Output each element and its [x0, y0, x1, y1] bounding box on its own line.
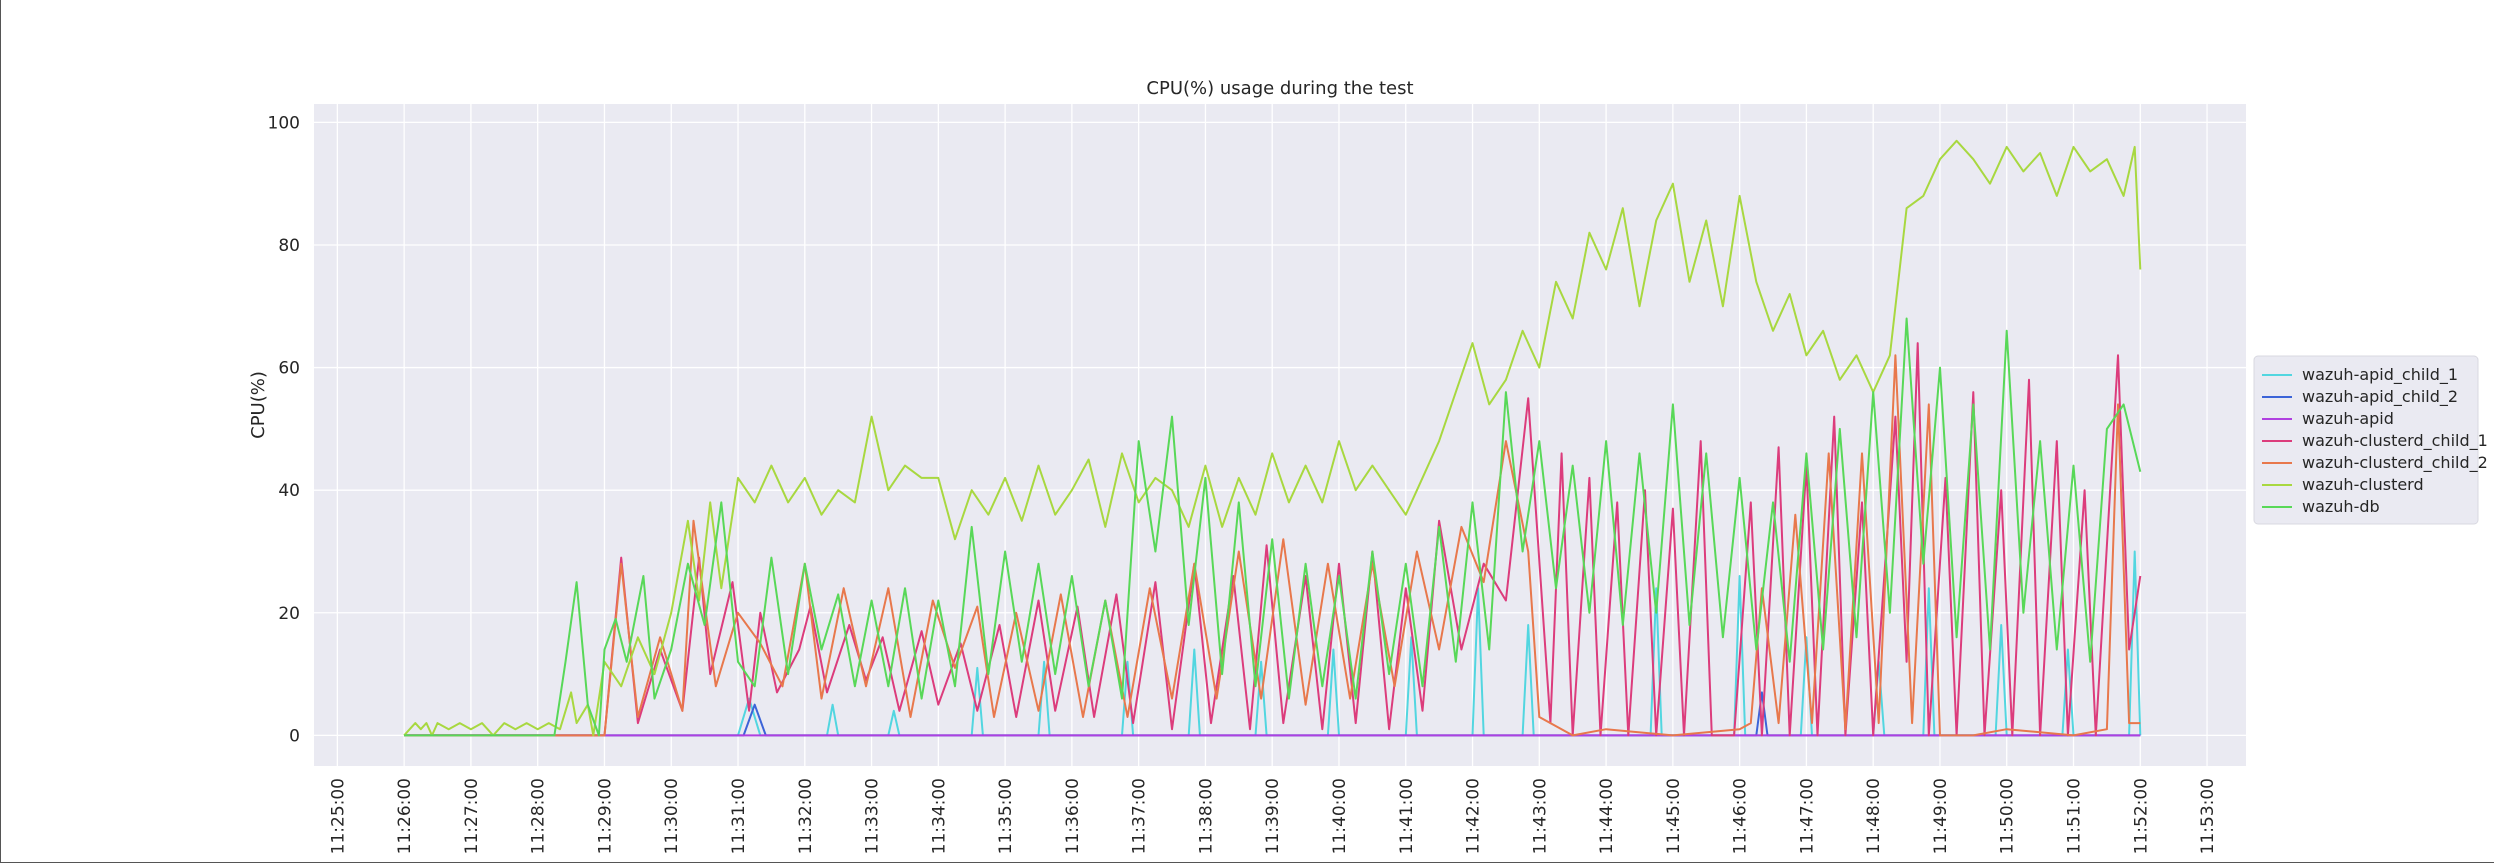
x-tick-label: 11:36:00: [1063, 778, 1083, 854]
legend-box: [2253, 355, 2479, 525]
series-lines: [403, 139, 2142, 737]
x-tick-label: 11:44:00: [1597, 778, 1617, 854]
y-axis-ticks: 0 20 40 60 80 100: [268, 113, 300, 746]
x-tick-label: 11:31:00: [729, 778, 749, 854]
y-tick-label: 60: [278, 359, 300, 379]
series-line-wazuh-clusterd: [403, 139, 2142, 737]
x-tick-label: 11:40:00: [1330, 778, 1350, 854]
x-tick-label: 11:27:00: [462, 778, 482, 854]
legend-label: wazuh-apid_child_2: [2302, 387, 2458, 407]
x-tick-label: 11:25:00: [328, 778, 348, 854]
series-line-wazuh-clusterd_child_2: [404, 354, 2141, 737]
legend-label: wazuh-apid_child_1: [2302, 365, 2458, 385]
legend: wazuh-apid_child_1wazuh-apid_child_2wazu…: [2253, 355, 2488, 525]
y-tick-label: 100: [268, 113, 300, 133]
x-tick-label: 11:39:00: [1263, 778, 1283, 854]
x-tick-label: 11:50:00: [1998, 778, 2018, 854]
x-tick-label: 11:53:00: [2198, 778, 2218, 854]
x-tick-label: 11:43:00: [1530, 778, 1550, 854]
y-tick-label: 40: [278, 481, 300, 501]
x-tick-label: 11:34:00: [929, 778, 949, 854]
y-tick-label: 20: [278, 604, 300, 624]
x-tick-label: 11:35:00: [996, 778, 1016, 854]
legend-label: wazuh-clusterd: [2302, 475, 2424, 494]
x-tick-label: 11:52:00: [2131, 778, 2151, 854]
x-tick-label: 11:26:00: [395, 778, 415, 854]
chart-title: CPU(%) usage during the test: [1146, 78, 1413, 99]
plot-area: [314, 104, 2246, 766]
legend-label: wazuh-clusterd_child_2: [2302, 453, 2488, 473]
x-tick-label: 11:42:00: [1464, 778, 1484, 854]
x-tick-label: 11:32:00: [796, 778, 816, 854]
x-tick-label: 11:33:00: [863, 778, 883, 854]
x-tick-label: 11:41:00: [1397, 778, 1417, 854]
x-tick-label: 11:30:00: [662, 778, 682, 854]
legend-label: wazuh-clusterd_child_1: [2302, 431, 2488, 451]
x-tick-label: 11:49:00: [1931, 778, 1951, 854]
x-tick-label: 11:51:00: [2065, 778, 2085, 854]
y-axis-label: CPU(%): [248, 371, 269, 439]
x-tick-label: 11:48:00: [1864, 778, 1884, 854]
x-tick-label: 11:46:00: [1731, 778, 1751, 854]
y-tick-label: 80: [278, 236, 300, 256]
x-tick-label: 11:29:00: [595, 778, 615, 854]
x-tick-label: 11:37:00: [1130, 778, 1150, 854]
y-tick-label: 0: [289, 726, 300, 746]
x-tick-label: 11:45:00: [1664, 778, 1684, 854]
legend-label: wazuh-apid: [2302, 409, 2394, 428]
x-tick-label: 11:47:00: [1797, 778, 1817, 854]
x-tick-label: 11:38:00: [1196, 778, 1216, 854]
legend-label: wazuh-db: [2302, 497, 2380, 516]
x-tick-label: 11:28:00: [529, 778, 549, 854]
x-axis-ticks: 11:25:00 11:26:00 11:27:00 11:28:00 11:29:00…: [328, 778, 2218, 854]
series-line-wazuh-db: [404, 317, 2142, 737]
